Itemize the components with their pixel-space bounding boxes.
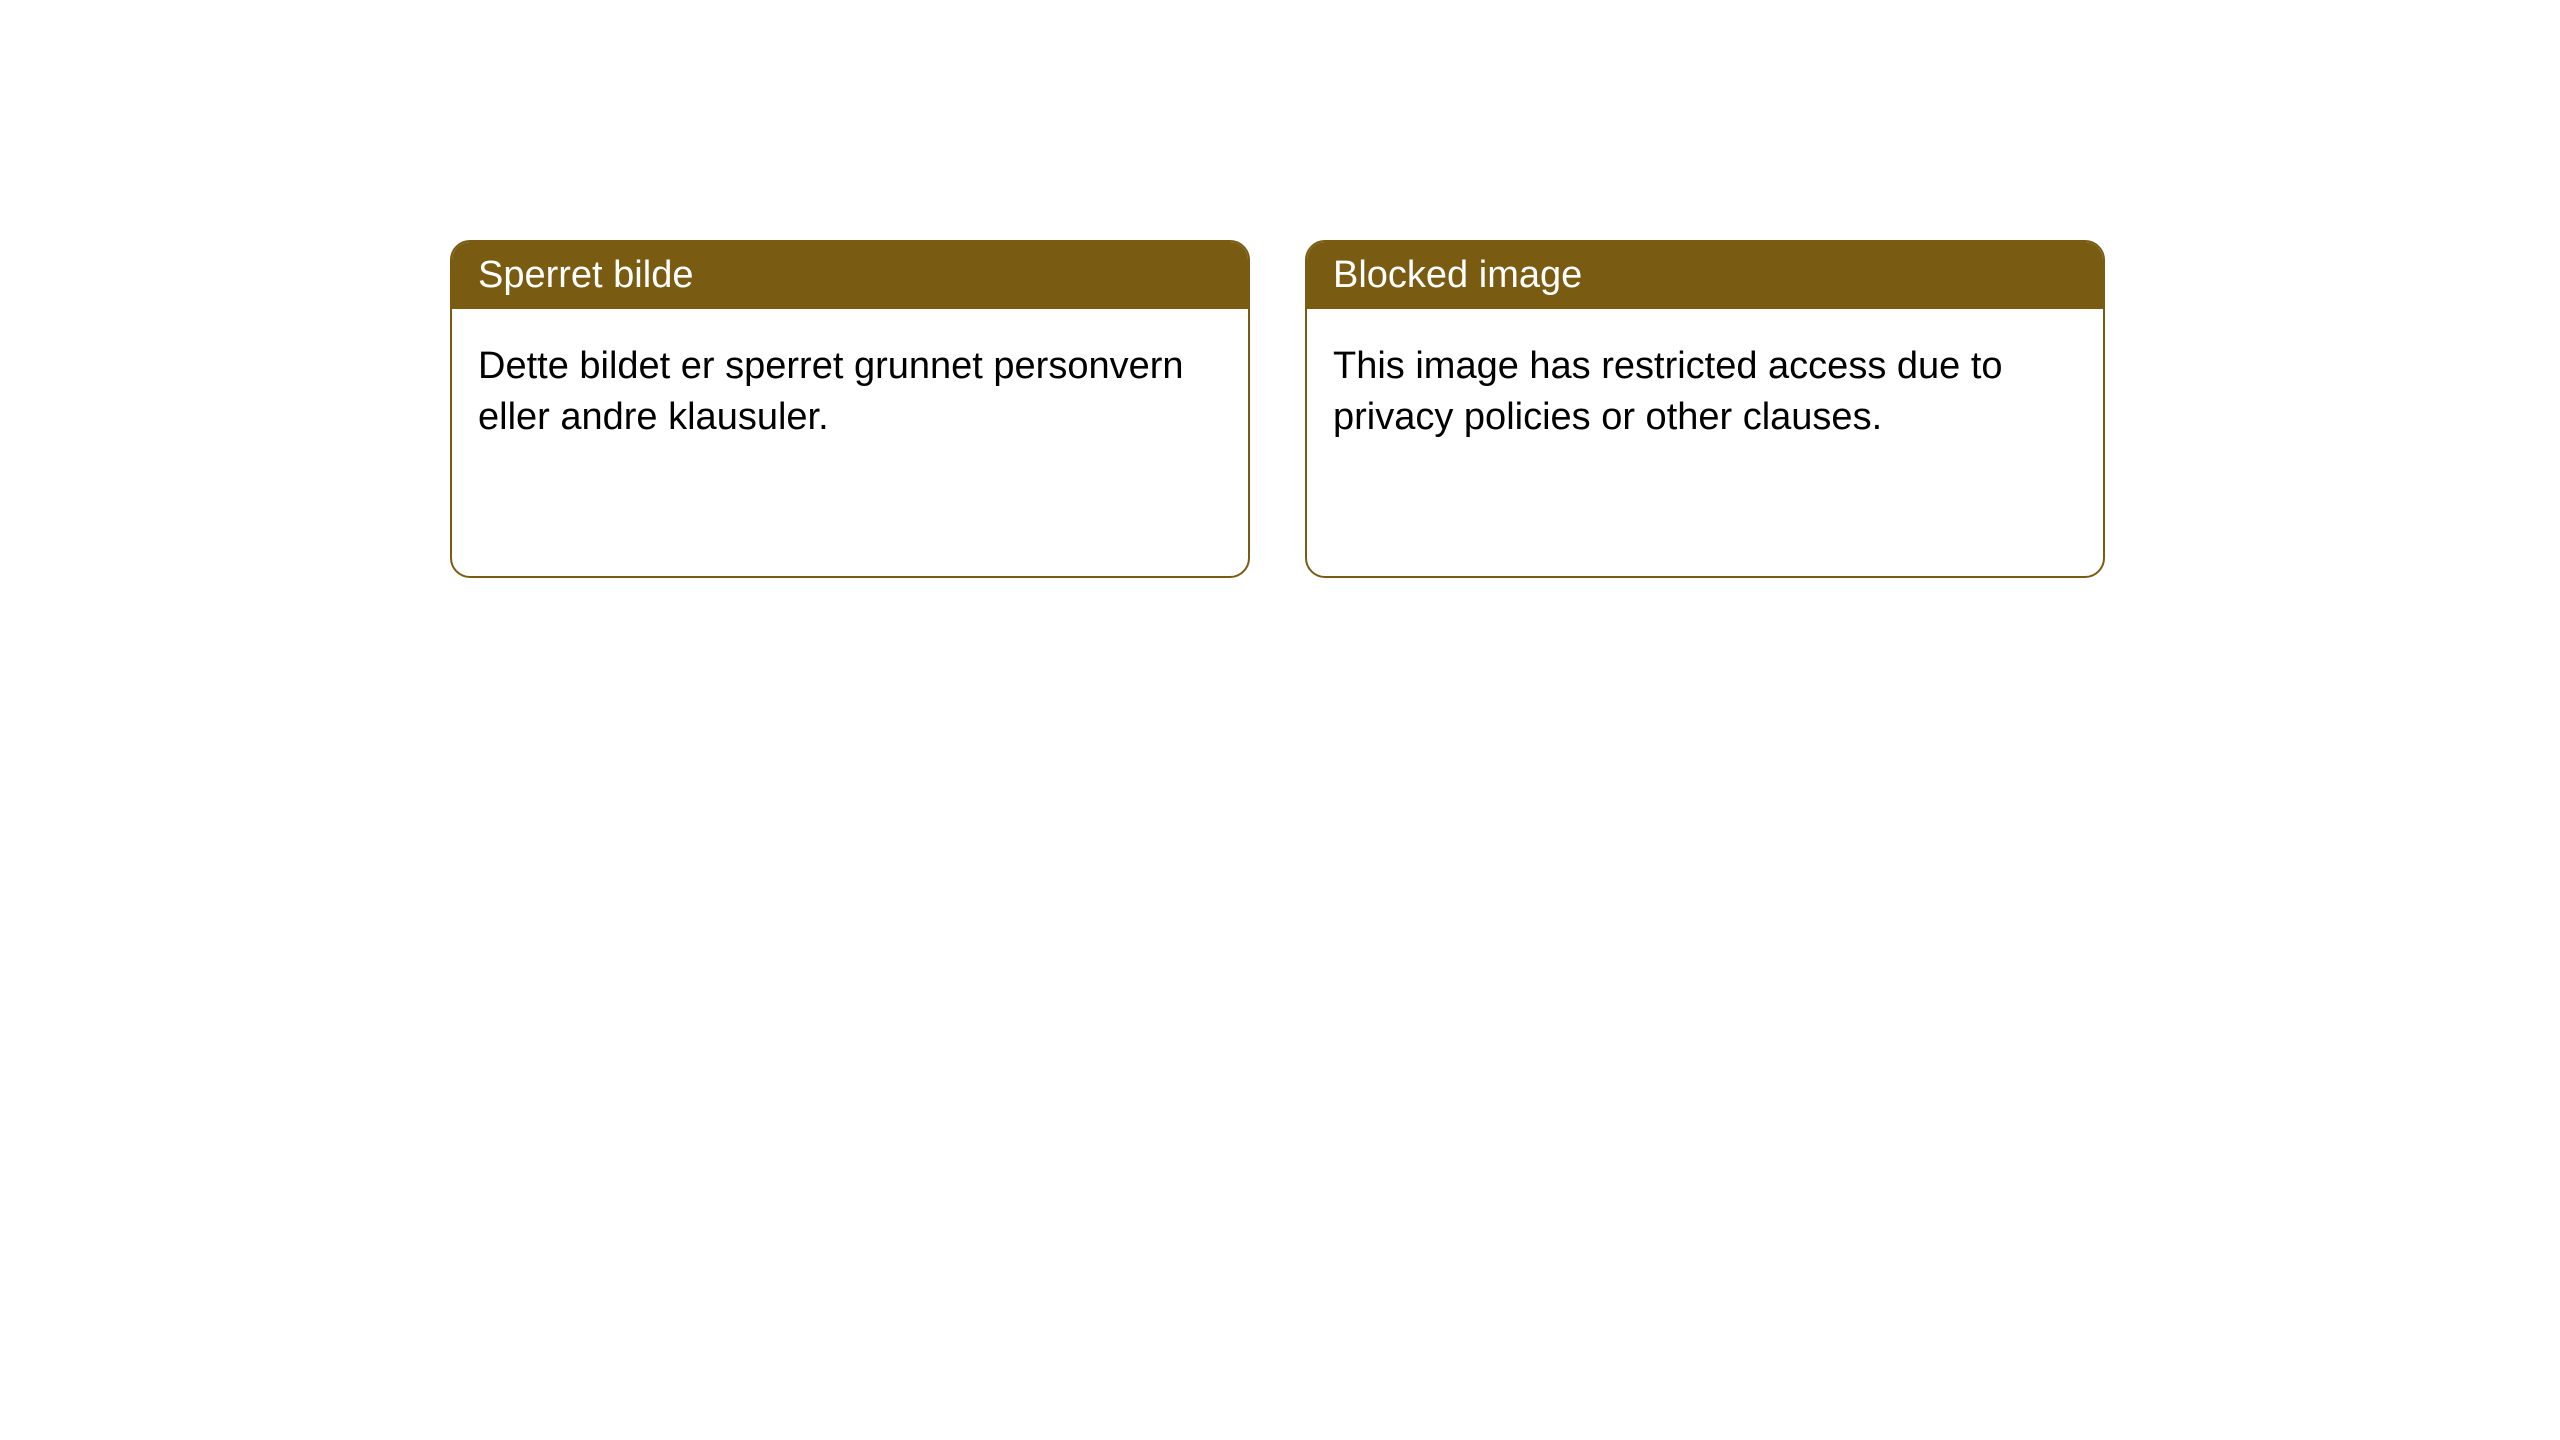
- notice-card-english: Blocked image This image has restricted …: [1305, 240, 2105, 578]
- card-header: Blocked image: [1307, 242, 2103, 309]
- card-header: Sperret bilde: [452, 242, 1248, 309]
- notice-cards-container: Sperret bilde Dette bildet er sperret gr…: [0, 0, 2560, 578]
- card-body: This image has restricted access due to …: [1307, 309, 2103, 476]
- card-title: Sperret bilde: [478, 254, 693, 296]
- card-title: Blocked image: [1333, 254, 1582, 296]
- card-body-text: Dette bildet er sperret grunnet personve…: [478, 345, 1184, 438]
- card-body-text: This image has restricted access due to …: [1333, 345, 2003, 438]
- card-body: Dette bildet er sperret grunnet personve…: [452, 309, 1248, 476]
- notice-card-norwegian: Sperret bilde Dette bildet er sperret gr…: [450, 240, 1250, 578]
